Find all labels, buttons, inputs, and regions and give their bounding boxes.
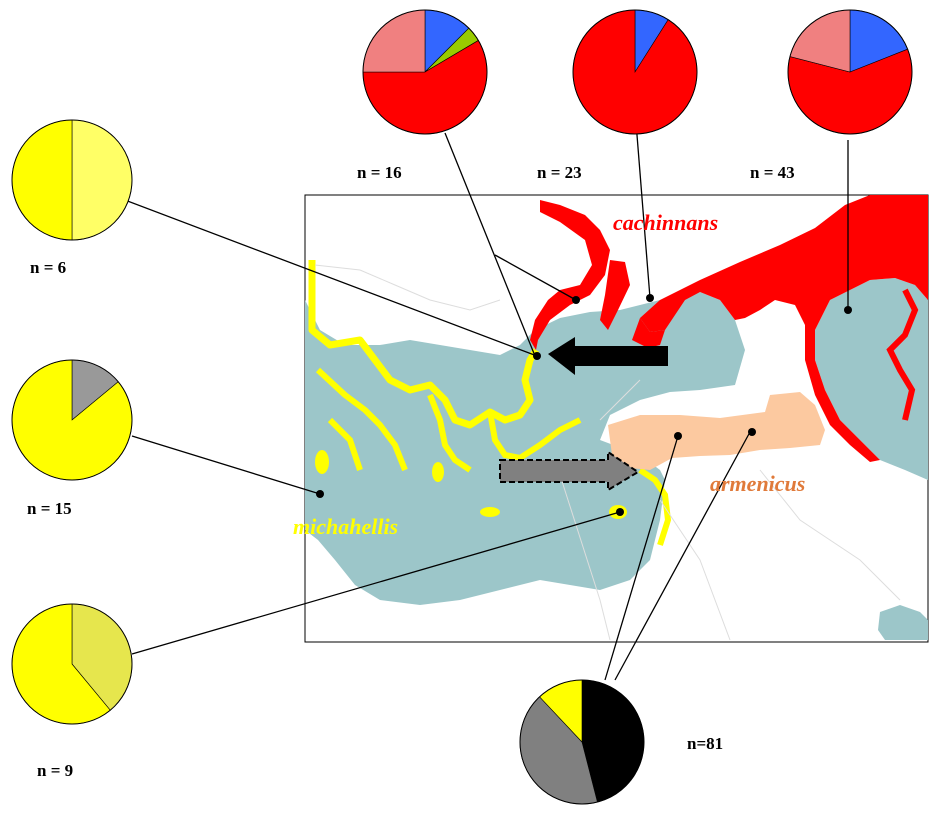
pie-n6-slice-0 xyxy=(71,119,133,241)
species-label-armenicus: armenicus xyxy=(710,471,805,496)
pie-n43-outline xyxy=(787,9,913,135)
red-coast-east xyxy=(886,288,919,421)
n-label-9: n = 9 xyxy=(37,761,73,780)
yellow-island-3 xyxy=(480,507,500,517)
yellow-island-1 xyxy=(315,450,329,474)
n-label-16: n = 16 xyxy=(357,163,402,182)
pie-n16 xyxy=(362,9,488,135)
yellow-coast-arm4 xyxy=(487,411,582,462)
species-label-cachinnans: cachinnans xyxy=(613,210,718,235)
pie-n16-slice-3 xyxy=(362,9,426,73)
pie-n9 xyxy=(11,603,133,725)
n-label-43: n = 43 xyxy=(750,163,795,182)
pie-n6-outline xyxy=(11,119,133,241)
pie-n16-outline xyxy=(362,9,488,135)
sea-patch xyxy=(878,605,928,640)
pie-charts xyxy=(11,9,913,805)
hatched-arrow xyxy=(499,450,640,492)
pie-n6-slice-1 xyxy=(11,119,73,241)
yellow-coast-north xyxy=(308,260,540,429)
sample-points xyxy=(316,294,852,516)
black-arrow xyxy=(548,337,668,375)
pie-n81 xyxy=(519,679,645,805)
border-lines xyxy=(314,264,901,641)
pie-n23-slice-1 xyxy=(572,9,698,135)
pie-n15 xyxy=(11,359,133,481)
yellow-coast-arm xyxy=(315,367,408,472)
connector-lines xyxy=(71,109,849,681)
yellow-coast-arm2 xyxy=(327,417,363,471)
pie-n43 xyxy=(787,9,913,135)
n-label-23: n = 23 xyxy=(537,163,582,182)
red-region-finger xyxy=(600,260,630,330)
armenicus-region xyxy=(608,392,825,470)
yellow-island-2 xyxy=(432,462,444,482)
yellow-coast-south xyxy=(638,467,672,546)
pie-n6 xyxy=(11,119,133,241)
red-region-west xyxy=(530,200,610,350)
east-sea-area xyxy=(815,278,928,480)
pie-n81-outline xyxy=(519,679,645,805)
red-region-finger2 xyxy=(632,318,665,348)
species-label-michahellis: michahellis xyxy=(293,514,398,539)
pie-n23 xyxy=(572,9,698,135)
pie-n9-outline xyxy=(11,603,133,725)
pie-n23-outline xyxy=(572,9,698,135)
n-label-15: n = 15 xyxy=(27,499,72,518)
map-content xyxy=(305,195,928,641)
n-label-81: n=81 xyxy=(687,734,723,753)
red-region-main xyxy=(640,195,928,462)
yellow-coast-arm3 xyxy=(427,393,472,473)
sea-area xyxy=(305,292,745,605)
pie-n15-outline xyxy=(11,359,133,481)
n-label-6: n = 6 xyxy=(30,258,66,277)
